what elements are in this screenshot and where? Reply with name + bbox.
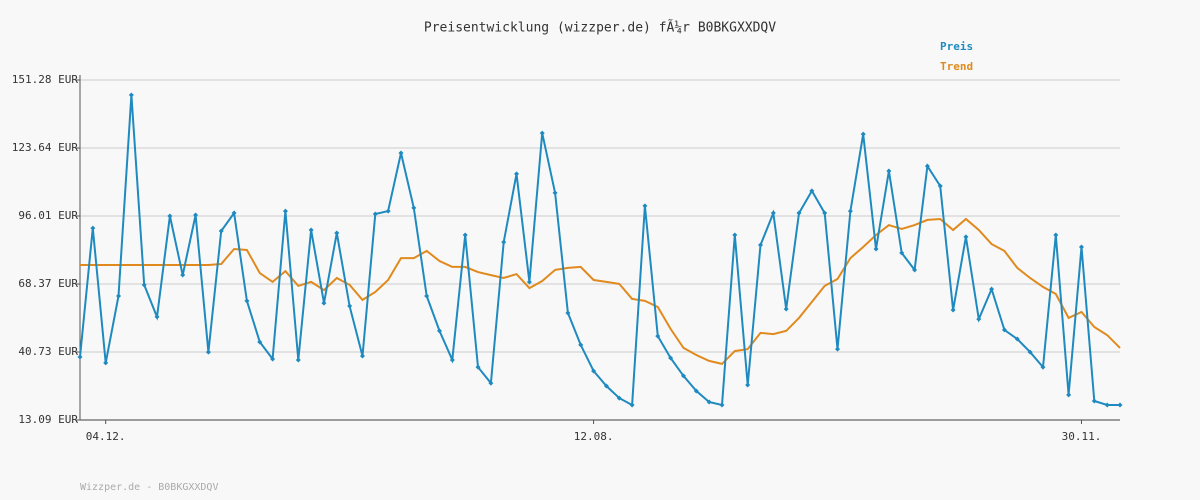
data-point (616, 395, 622, 401)
data-point (809, 188, 815, 194)
data-point (205, 349, 211, 355)
y-tick-label: 13.09 EUR (18, 413, 78, 426)
data-point (578, 342, 584, 348)
data-point (1001, 327, 1007, 333)
data-point (706, 399, 712, 405)
y-tick-label: 123.64 EUR (12, 141, 79, 154)
data-point (103, 360, 109, 366)
data-point (372, 211, 378, 217)
data-point (539, 130, 545, 136)
chart-title: Preisentwicklung (wizzper.de) fÃ¼r B0BKG… (424, 20, 776, 36)
data-point (1117, 402, 1123, 408)
y-tick-label: 151.28 EUR (12, 73, 79, 86)
data-point (424, 293, 430, 299)
data-point (398, 150, 404, 156)
data-point (308, 227, 314, 233)
data-point (90, 225, 96, 231)
data-point (1091, 398, 1097, 404)
data-point (128, 92, 134, 98)
data-point (218, 228, 224, 234)
data-point (719, 402, 725, 408)
data-point (462, 232, 468, 238)
data-point (526, 279, 532, 285)
x-tick-label: 04.12. (86, 430, 126, 443)
data-point (565, 310, 571, 316)
data-point (603, 383, 609, 389)
data-point (501, 239, 507, 245)
data-point (475, 364, 481, 370)
y-tick-label: 96.01 EUR (18, 209, 78, 222)
data-point (693, 388, 699, 394)
y-tick-label: 40.73 EUR (18, 345, 78, 358)
data-point (1078, 244, 1084, 250)
data-point (745, 382, 751, 388)
data-point (411, 205, 417, 211)
data-point (873, 246, 879, 252)
data-point (989, 286, 995, 292)
data-point (449, 357, 455, 363)
data-point (231, 210, 237, 216)
data-point (783, 306, 789, 312)
data-point (488, 380, 494, 386)
data-point (642, 203, 648, 209)
data-point (321, 300, 327, 306)
data-point (680, 373, 686, 379)
legend-label: Trend (940, 60, 973, 73)
data-point (770, 210, 776, 216)
data-point (796, 210, 802, 216)
data-point (924, 163, 930, 169)
data-point (1040, 364, 1046, 370)
series-line (80, 217, 1121, 365)
data-point (591, 368, 597, 374)
data-point (963, 234, 969, 240)
data-point (167, 213, 173, 219)
data-point (629, 402, 635, 408)
data-point (912, 267, 918, 273)
data-point (193, 212, 199, 218)
data-point (180, 272, 186, 278)
x-tick-label: 12.08. (574, 430, 614, 443)
data-point (347, 303, 353, 309)
data-point (937, 183, 943, 189)
series-line (79, 94, 1120, 407)
data-point (847, 208, 853, 214)
data-point (359, 353, 365, 359)
data-point (1027, 349, 1033, 355)
data-point (244, 298, 250, 304)
data-point (1104, 402, 1110, 408)
data-point (1053, 232, 1059, 238)
data-point (116, 293, 122, 299)
data-point (552, 190, 558, 196)
data-point (668, 355, 674, 361)
data-point (295, 357, 301, 363)
data-point (1014, 336, 1020, 342)
footer: Wizzper.de - B0BKGXXDQV (80, 482, 218, 493)
legend-label: Preis (940, 40, 973, 53)
data-point (334, 230, 340, 236)
y-tick-label: 68.37 EUR (18, 277, 78, 290)
data-point (822, 210, 828, 216)
data-point (385, 208, 391, 214)
data-point (77, 354, 83, 360)
data-point (860, 131, 866, 137)
data-point (835, 346, 841, 352)
data-point (886, 168, 892, 174)
data-point (437, 328, 443, 334)
data-point (757, 242, 763, 248)
data-point (154, 314, 160, 320)
data-point (514, 171, 520, 177)
x-tick-label: 30.11. (1062, 430, 1102, 443)
data-point (257, 339, 263, 345)
data-point (1066, 392, 1072, 398)
data-point (141, 282, 147, 288)
data-point (270, 356, 276, 362)
data-point (976, 316, 982, 322)
data-point (655, 333, 661, 339)
data-point (950, 307, 956, 313)
data-point (732, 232, 738, 238)
data-point (282, 208, 288, 214)
data-point (899, 250, 905, 256)
